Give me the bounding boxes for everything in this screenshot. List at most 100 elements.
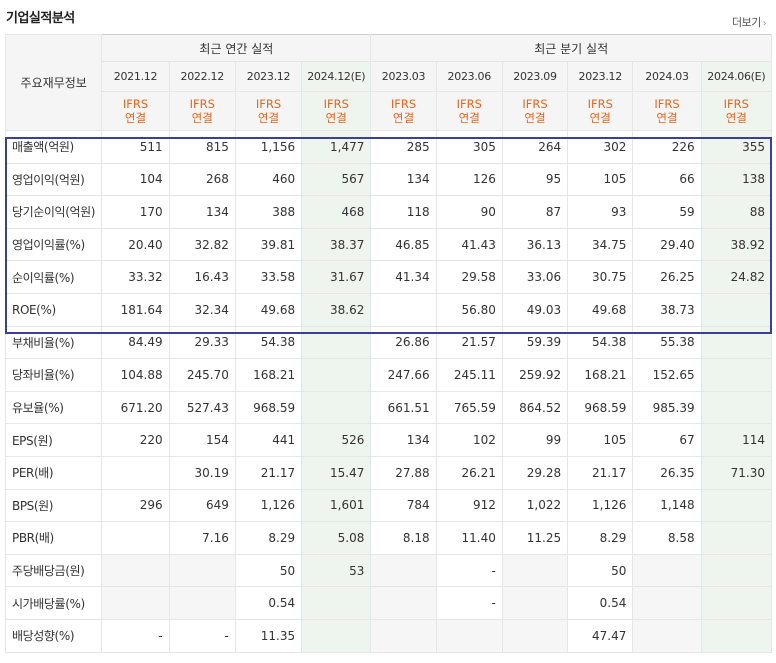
row-label: 유보율(%) [4, 390, 103, 425]
table-cell [301, 390, 372, 425]
table-cell: 11.40 [435, 521, 503, 555]
table-cell [700, 618, 773, 653]
table-cell [700, 521, 773, 555]
accounting-standard-header: IFRS 연결 [101, 91, 170, 131]
table-row: ROE(%) 181.64 32.34 49.68 38.62 56.80 49.03 49.… [4, 292, 773, 327]
table-cell: 47.47 [567, 618, 634, 653]
row-label: 당기순이익(억원) [4, 195, 103, 229]
table-cell: 33.32 [101, 260, 170, 294]
table-cell: 104 [101, 162, 170, 197]
table-cell: 21.17 [567, 455, 634, 490]
table-cell: 168.21 [234, 358, 303, 392]
table-cell: 33.06 [501, 260, 569, 294]
table-cell: 59 [632, 195, 702, 229]
table-cell: 32.82 [168, 227, 236, 262]
section-title: 기업실적분석 [6, 11, 75, 26]
table-cell [301, 325, 372, 360]
table-row: 당기순이익(억원) 170 134 388 468 118 90 87 93 59 88 [4, 195, 773, 229]
table-cell: 67 [632, 423, 702, 457]
table-cell: 55.38 [632, 325, 702, 360]
table-cell: 226 [632, 130, 702, 164]
row-label: 영업이익률(%) [4, 227, 103, 262]
table-row: 부채비율(%) 84.49 29.33 54.38 26.86 21.57 59.39 54.… [4, 325, 773, 360]
consolidated-label: 연결 [392, 111, 415, 125]
table-cell [632, 618, 702, 653]
table-cell: - [435, 553, 503, 588]
table-cell: 5.08 [301, 521, 372, 555]
table-cell: 38.37 [301, 227, 372, 262]
table-cell: 87 [501, 195, 569, 229]
table-row: 순이익률(%) 33.32 16.43 33.58 31.67 41.34 29.58 33.… [4, 260, 773, 294]
accounting-standard-header: IFRS 연결 [301, 91, 372, 131]
table-cell: 118 [370, 195, 437, 229]
table-cell: 259.92 [501, 358, 569, 392]
table-cell: - [101, 618, 170, 653]
table-cell: 49.03 [501, 292, 569, 327]
table-cell: 27.88 [370, 455, 437, 490]
label-column-header: 주요재무정보 [4, 34, 103, 131]
table-cell: 138 [700, 162, 773, 197]
table-row: 유보율(%) 671.20 527.43 968.59 661.51 765.59 864.… [4, 390, 773, 425]
table-cell: 88 [700, 195, 773, 229]
table-cell [370, 553, 437, 588]
table-cell: 38.73 [632, 292, 702, 327]
table-cell: 388 [234, 195, 303, 229]
table-cell: 7.16 [168, 521, 236, 555]
table-cell: 245.11 [435, 358, 503, 392]
table-cell: 33.58 [234, 260, 303, 294]
ifrs-label: IFRS [390, 97, 417, 111]
table-cell: 661.51 [370, 390, 437, 425]
chevron-right-icon: › [762, 19, 767, 29]
table-cell: 11.25 [501, 521, 569, 555]
period-header: 2021.12 [101, 61, 170, 92]
table-cell: 29.33 [168, 325, 236, 360]
row-label: 부채비율(%) [4, 325, 103, 360]
table-cell: 170 [101, 195, 170, 229]
table-cell [370, 618, 437, 653]
table-cell: - [168, 618, 236, 653]
table-cell: 649 [168, 488, 236, 523]
period-header: 2023.09 [501, 61, 569, 92]
accounting-standard-header: IFRS 연결 [168, 91, 236, 131]
table-cell: 99 [501, 423, 569, 457]
table-cell: 784 [370, 488, 437, 523]
table-row: PBR(배) 7.16 8.29 5.08 8.18 11.40 11.25 8.29 8.58 [4, 521, 773, 555]
table-cell: 41.34 [370, 260, 437, 294]
accounting-standard-header: IFRS 연결 [435, 91, 503, 131]
table-cell: 220 [101, 423, 170, 457]
table-cell: 46.85 [370, 227, 437, 262]
table-cell: 985.39 [632, 390, 702, 425]
table-cell: 1,156 [234, 130, 303, 164]
table-cell: 1,477 [301, 130, 372, 164]
table-cell [700, 488, 773, 523]
table-cell: 21.17 [234, 455, 303, 490]
consolidated-label: 연결 [257, 111, 280, 125]
table-cell: 296 [101, 488, 170, 523]
table-cell: 26.21 [435, 455, 503, 490]
consolidated-label: 연결 [325, 111, 347, 125]
annual-group-header: 최근 연간 실적 [101, 34, 372, 62]
table-cell: 460 [234, 162, 303, 197]
table-cell: 526 [301, 423, 372, 457]
table-cell: 30.19 [168, 455, 236, 490]
table-cell: 49.68 [567, 292, 634, 327]
table-cell: 264 [501, 130, 569, 164]
table-cell: 8.18 [370, 521, 437, 555]
table-cell: 305 [435, 130, 503, 164]
table-cell: 26.86 [370, 325, 437, 360]
table-cell: 29.58 [435, 260, 503, 294]
table-cell: 1,126 [234, 488, 303, 523]
table-cell: 50 [234, 553, 303, 588]
ifrs-label: IFRS [323, 97, 349, 111]
period-header: 2024.06(E) [700, 61, 773, 92]
table-row: EPS(원) 220 154 441 526 134 102 99 105 67 114 [4, 423, 773, 457]
table-cell: 30.75 [567, 260, 634, 294]
accounting-standard-header: IFRS 연결 [700, 91, 773, 131]
row-label: BPS(원) [4, 488, 103, 523]
table-cell [301, 618, 372, 653]
table-cell: 567 [301, 162, 372, 197]
table-cell: 134 [370, 162, 437, 197]
period-header: 2024.03 [632, 61, 702, 92]
more-link[interactable]: 더보기 › [732, 14, 767, 30]
table-row: 시가배당률(%) 0.54 - 0.54 [4, 586, 773, 620]
